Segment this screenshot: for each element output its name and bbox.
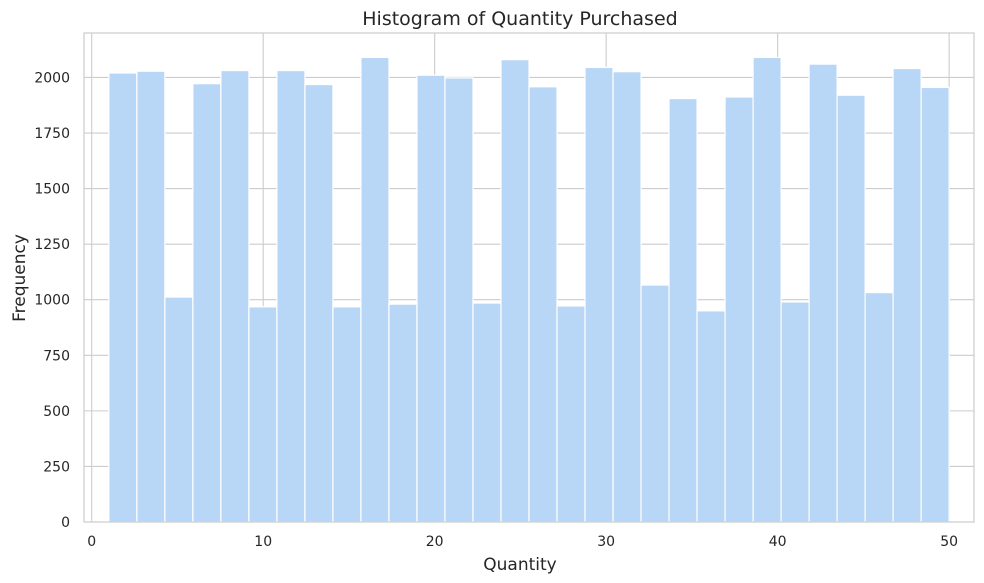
histogram-bar xyxy=(528,86,558,523)
histogram-bar xyxy=(276,69,306,523)
histogram-bar xyxy=(808,63,838,523)
histogram-bars xyxy=(108,56,950,523)
y-tick-label: 0 xyxy=(61,515,70,531)
histogram-bar xyxy=(388,303,418,523)
y-tick-label: 750 xyxy=(43,348,70,364)
y-tick-label: 1500 xyxy=(34,182,70,198)
histogram-bar xyxy=(192,83,222,523)
histogram-bar xyxy=(108,72,138,523)
histogram-bar xyxy=(724,96,754,523)
histogram-bar xyxy=(164,296,194,523)
x-tick-label: 20 xyxy=(426,534,444,550)
chart-title: Histogram of Quantity Purchased xyxy=(362,8,677,30)
histogram-bar xyxy=(444,77,474,523)
histogram-bar xyxy=(248,306,278,523)
histogram-bar xyxy=(836,94,866,523)
histogram-bar xyxy=(892,67,922,523)
histogram-bar xyxy=(360,56,390,523)
y-tick-label: 250 xyxy=(43,459,70,475)
histogram-bar xyxy=(864,292,894,523)
histogram-bar xyxy=(696,310,726,523)
x-tick-label: 30 xyxy=(597,534,615,550)
histogram-bar xyxy=(612,71,642,523)
y-tick-label: 500 xyxy=(43,404,70,420)
histogram-bar xyxy=(920,86,950,523)
histogram-bar xyxy=(136,70,166,523)
histogram-bar xyxy=(500,59,530,523)
plot-frame xyxy=(83,32,975,523)
histogram-bar xyxy=(668,97,698,523)
x-tick-label: 40 xyxy=(769,534,787,550)
histogram-bar xyxy=(640,284,670,523)
histogram-bar xyxy=(752,56,782,523)
y-tick-labels: 0 250 500 750 1000 1250 1500 1750 2000 xyxy=(34,70,70,531)
histogram-bar xyxy=(304,83,334,523)
histogram-bar xyxy=(416,74,446,523)
histogram-bar xyxy=(780,301,810,523)
y-tick-label: 2000 xyxy=(34,70,70,86)
x-tick-label: 10 xyxy=(254,534,272,550)
histogram-bar xyxy=(584,66,614,523)
histogram-bar xyxy=(472,302,502,523)
histogram-bar xyxy=(220,69,250,523)
y-axis-title: Frequency xyxy=(10,234,30,322)
x-axis-title: Quantity xyxy=(483,555,556,575)
histogram-bar xyxy=(332,306,362,523)
x-tick-label: 50 xyxy=(940,534,958,550)
y-tick-label: 1250 xyxy=(34,237,70,253)
x-tick-labels: 0 10 20 30 40 50 xyxy=(87,534,958,550)
x-tick-label: 0 xyxy=(87,534,96,550)
y-tick-label: 1000 xyxy=(34,293,70,309)
y-tick-label: 1750 xyxy=(34,126,70,142)
histogram-bar xyxy=(556,305,586,523)
